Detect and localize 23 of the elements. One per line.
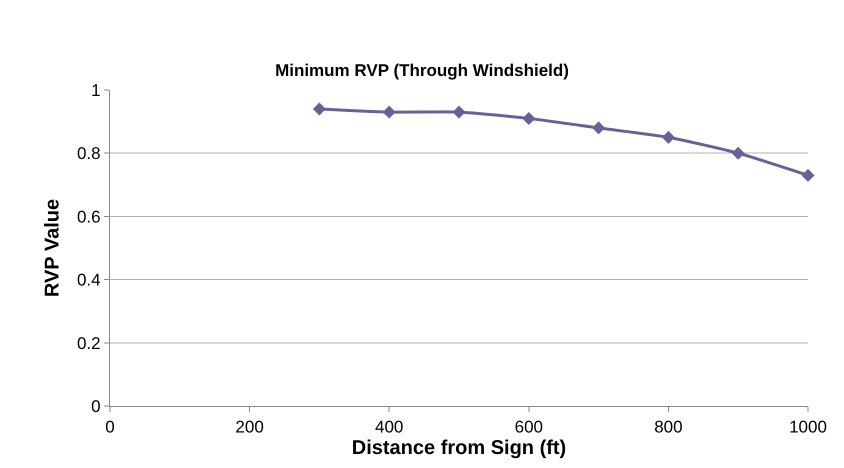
y-tick-label: 0.6 — [76, 207, 101, 226]
x-tick-label: 800 — [654, 417, 683, 436]
y-tick-label: 0.4 — [76, 270, 101, 290]
point — [732, 146, 745, 160]
x-tick-label: 0 — [105, 417, 115, 436]
y-tick-label: 1 — [91, 80, 101, 100]
chart-title: Minimum RVP (Through Windshield) — [275, 61, 569, 80]
point — [802, 168, 814, 182]
y-tick-label: 0 — [91, 396, 101, 416]
point — [382, 106, 396, 119]
y-axis-title: RVP Value — [41, 198, 64, 298]
x-tick-label: 600 — [514, 417, 543, 436]
point — [662, 130, 675, 144]
x-tick-label: 1000 — [789, 417, 827, 436]
point — [592, 121, 606, 134]
y-tick-label: 0.2 — [76, 334, 101, 353]
x-tick-label: 400 — [375, 417, 404, 436]
point — [452, 106, 466, 119]
point — [312, 102, 326, 116]
x-axis-title: Distance from Sign (ft) — [352, 436, 566, 459]
x-tick-label: 200 — [235, 417, 264, 436]
point — [522, 112, 536, 125]
y-tick-label: 0.8 — [76, 144, 101, 164]
